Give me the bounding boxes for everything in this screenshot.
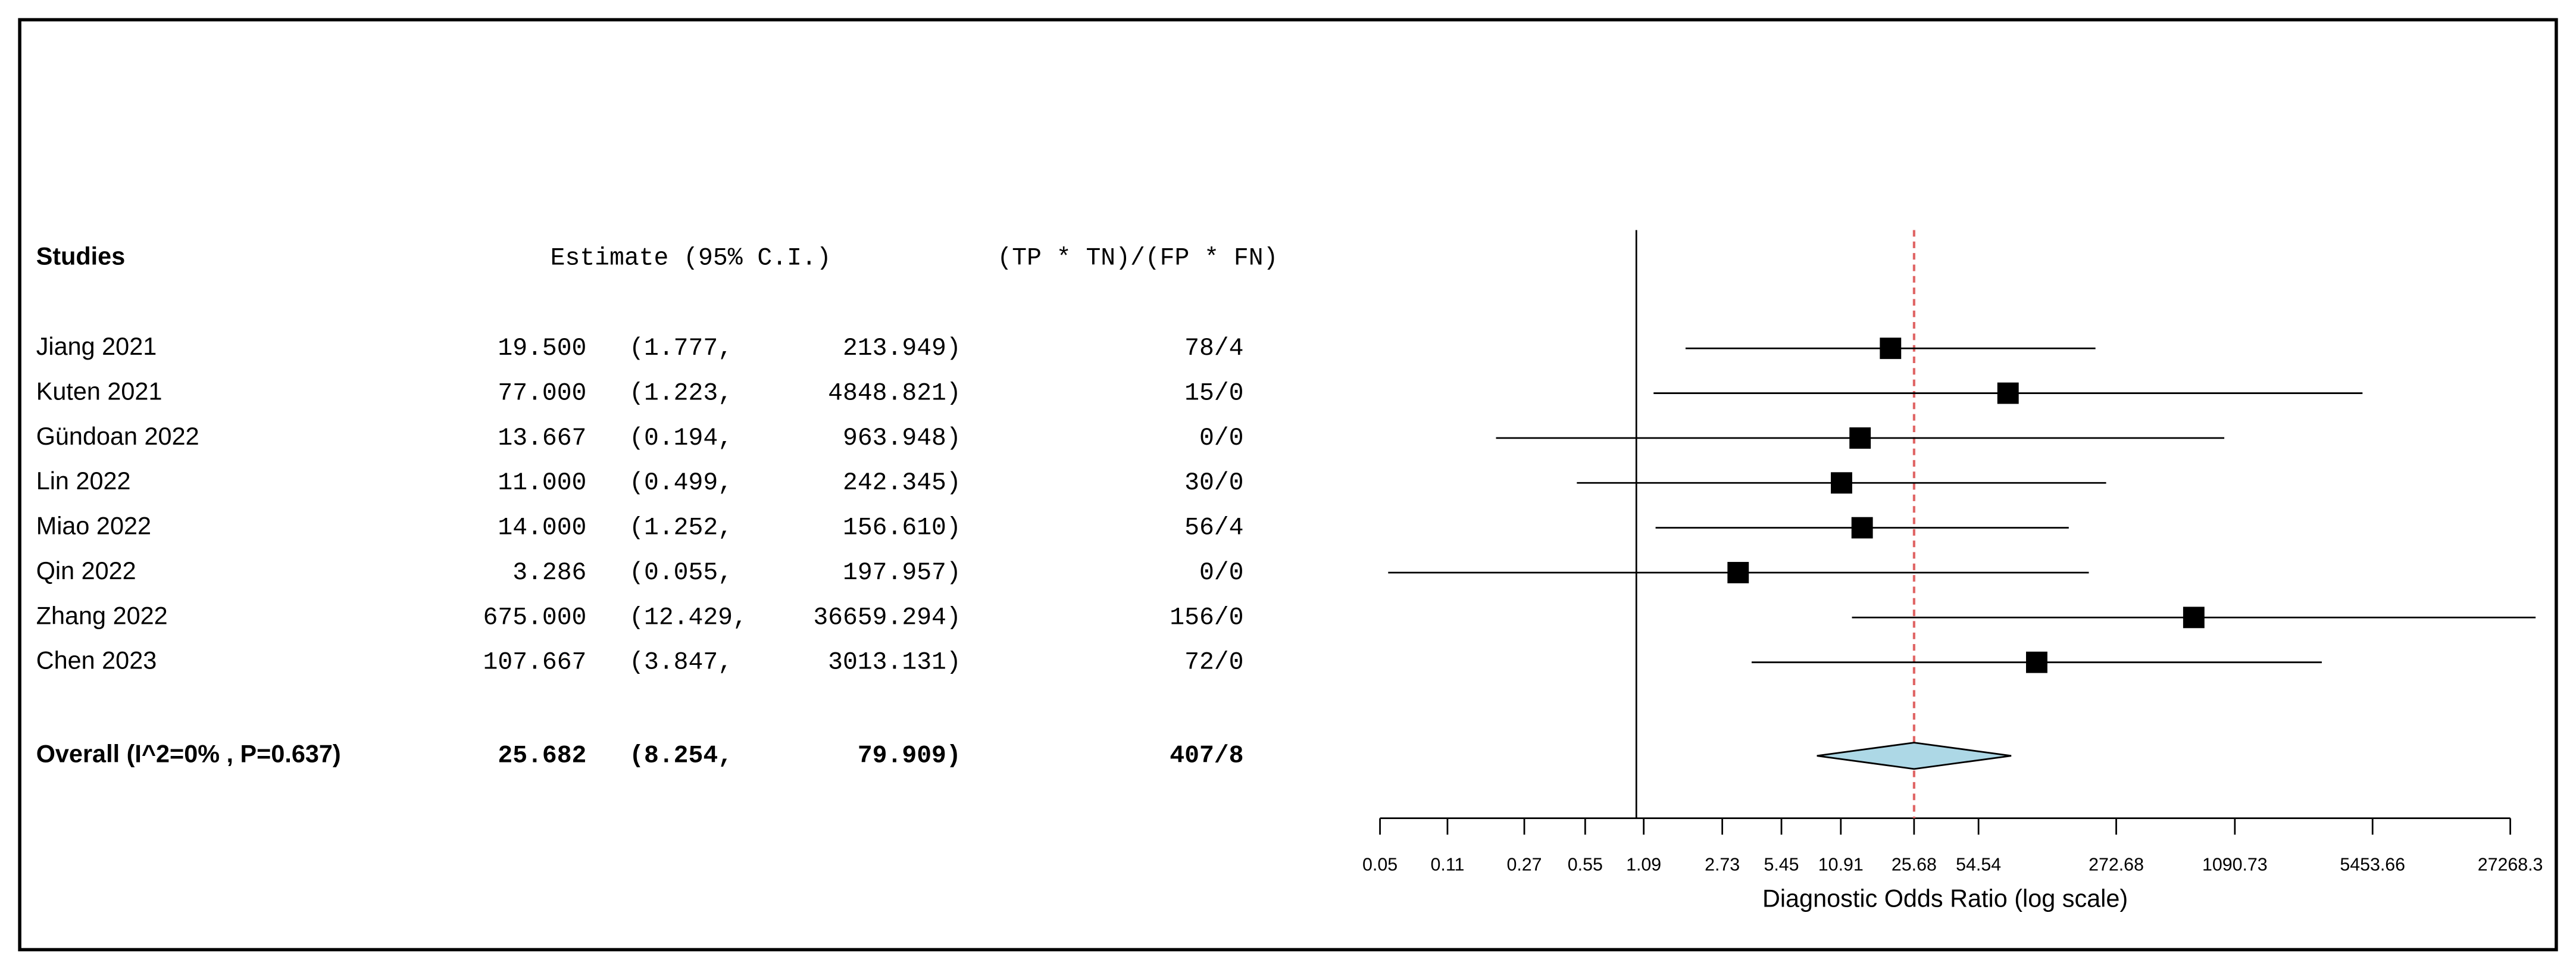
x-tick-label: 5.45 bbox=[1764, 855, 1799, 875]
study-name: Jiang 2021 bbox=[36, 333, 157, 360]
frame bbox=[18, 18, 2558, 952]
estimate-marker bbox=[2025, 651, 2047, 673]
estimate-marker bbox=[1880, 338, 1902, 360]
ratio: 0/0 bbox=[1199, 560, 1244, 587]
header-studies: Studies bbox=[36, 242, 126, 270]
ci-upper: 197.957) bbox=[843, 560, 961, 587]
study-name: Zhang 2022 bbox=[36, 602, 168, 629]
x-tick-label: 27268.3 bbox=[2478, 855, 2543, 875]
ratio: 30/0 bbox=[1184, 470, 1243, 497]
estimate-marker bbox=[1727, 562, 1749, 583]
ci-upper: 4848.821) bbox=[828, 380, 961, 408]
ci-lower: (3.847, bbox=[629, 649, 733, 677]
header-estimate: Estimate (95% C.I.) bbox=[551, 245, 831, 272]
x-tick-label: 2.73 bbox=[1705, 855, 1740, 875]
ci-upper: 242.345) bbox=[843, 470, 961, 497]
x-tick-label: 0.27 bbox=[1506, 855, 1542, 875]
study-name: Miao 2022 bbox=[36, 512, 151, 540]
x-tick-label: 272.68 bbox=[2089, 855, 2144, 875]
ci-lower: (0.055, bbox=[629, 560, 733, 587]
estimate-marker bbox=[1997, 382, 2019, 404]
x-axis-label: Diagnostic Odds Ratio (log scale) bbox=[1762, 885, 2128, 912]
estimate: 19.500 bbox=[498, 335, 586, 362]
study-name: Kuten 2021 bbox=[36, 378, 162, 405]
ci-lower: (1.252, bbox=[629, 515, 733, 542]
x-tick-label: 1090.73 bbox=[2202, 855, 2268, 875]
ci-lower: (0.194, bbox=[629, 425, 733, 452]
ratio: 78/4 bbox=[1184, 335, 1243, 362]
ratio: 156/0 bbox=[1170, 604, 1243, 632]
header-ratio: (TP * TN)/(FP * FN) bbox=[997, 245, 1278, 272]
estimate-marker bbox=[1849, 427, 1871, 449]
overall-lower: (8.254, bbox=[629, 743, 733, 770]
overall-upper: 79.909) bbox=[858, 743, 961, 770]
study-name: Qin 2022 bbox=[36, 557, 136, 585]
estimate-marker bbox=[1831, 472, 1852, 494]
overall-estimate: 25.682 bbox=[498, 743, 586, 770]
ci-upper: 3013.131) bbox=[828, 649, 961, 677]
study-name: Chen 2023 bbox=[36, 647, 157, 674]
x-tick-label: 0.55 bbox=[1568, 855, 1603, 875]
estimate: 3.286 bbox=[512, 560, 586, 587]
x-tick-label: 0.05 bbox=[1362, 855, 1398, 875]
ratio: 56/4 bbox=[1184, 515, 1243, 542]
study-name: Lin 2022 bbox=[36, 467, 131, 495]
estimate: 13.667 bbox=[498, 425, 586, 452]
ratio: 0/0 bbox=[1199, 425, 1244, 452]
ci-upper: 36659.294) bbox=[813, 604, 961, 632]
x-tick-label: 5453.66 bbox=[2340, 855, 2405, 875]
x-tick-label: 54.54 bbox=[1956, 855, 2001, 875]
estimate: 77.000 bbox=[498, 380, 586, 408]
overall-name: Overall (I^2=0% , P=0.637) bbox=[36, 740, 341, 768]
x-tick-label: 25.68 bbox=[1892, 855, 1937, 875]
ci-upper: 156.610) bbox=[843, 515, 961, 542]
estimate: 107.667 bbox=[483, 649, 587, 677]
ci-lower: (1.223, bbox=[629, 380, 733, 408]
x-tick-label: 0.11 bbox=[1431, 855, 1465, 875]
overall-ratio: 407/8 bbox=[1170, 743, 1243, 770]
estimate: 14.000 bbox=[498, 515, 586, 542]
estimate-marker bbox=[2183, 607, 2205, 629]
ci-upper: 213.949) bbox=[843, 335, 961, 362]
ci-upper: 963.948) bbox=[843, 425, 961, 452]
x-tick-label: 10.91 bbox=[1818, 855, 1864, 875]
x-tick-label: 1.09 bbox=[1626, 855, 1661, 875]
estimate-marker bbox=[1851, 517, 1873, 539]
ci-lower: (0.499, bbox=[629, 470, 733, 497]
study-name: Gündoan 2022 bbox=[36, 423, 199, 450]
estimate: 11.000 bbox=[498, 470, 586, 497]
estimate: 675.000 bbox=[483, 604, 587, 632]
ratio: 72/0 bbox=[1184, 649, 1243, 677]
ratio: 15/0 bbox=[1184, 380, 1243, 408]
overall-diamond bbox=[1817, 742, 2012, 770]
ci-lower: (1.777, bbox=[629, 335, 733, 362]
ci-lower: (12.429, bbox=[629, 604, 748, 632]
